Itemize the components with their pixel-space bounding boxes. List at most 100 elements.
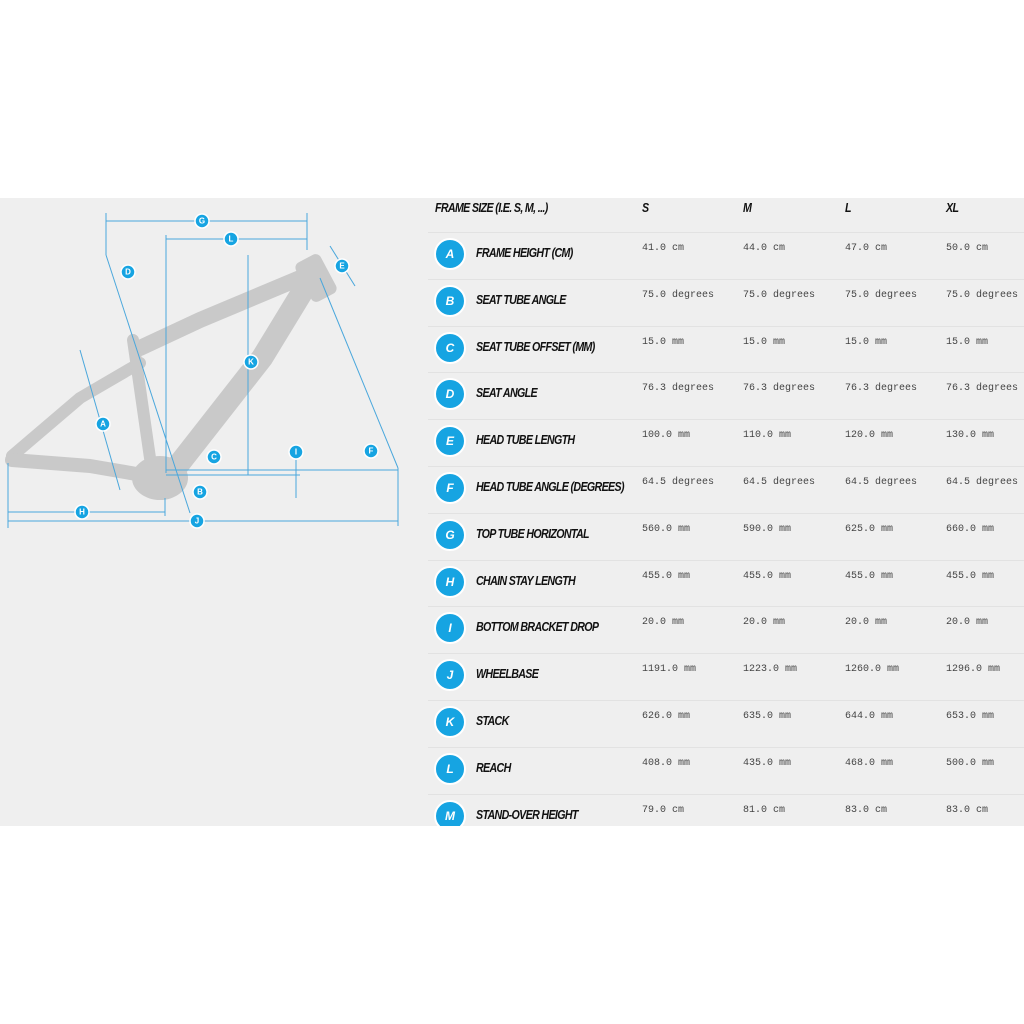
table-row: B SEAT TUBE ANGLE 75.0 degrees 75.0 degrees…	[428, 278, 1024, 326]
diagram-label: D	[125, 268, 131, 277]
label-badge	[120, 264, 136, 280]
table-row: G TOP TUBE HORIZONTAL 560.0 mm 590.0 mm 625.…	[428, 512, 1024, 560]
row-value: 660.0 mm	[946, 523, 995, 535]
size-header: XL	[946, 200, 959, 215]
row-value: 75.0 degrees	[845, 289, 918, 301]
row-value: 1296.0 mm	[946, 664, 1001, 676]
row-badge: C	[434, 331, 466, 364]
row-value: 626.0 mm	[642, 711, 691, 722]
row-value: 590.0 mm	[743, 523, 792, 535]
row-badge: I	[434, 612, 466, 645]
row-badge: L	[434, 752, 466, 785]
row-value: 64.5 degrees	[743, 477, 816, 488]
size-header: M	[743, 200, 752, 215]
row-label: STAND-OVER HEIGHT	[476, 806, 578, 822]
row-value: 1191.0 mm	[642, 664, 697, 676]
row-value: 455.0 mm	[743, 570, 792, 582]
label-badge	[206, 449, 222, 465]
row-value: 15.0 mm	[946, 336, 989, 348]
row-label: WHEELBASE	[476, 666, 539, 682]
row-value: 20.0 mm	[743, 617, 786, 629]
label-badge	[243, 354, 259, 370]
table-row: C SEAT TUBE OFFSET (MM) 15.0 mm 15.0 mm 15.0…	[428, 325, 1024, 373]
row-value: 64.5 degrees	[642, 477, 715, 488]
row-label: CHAIN STAY LENGTH	[476, 572, 576, 588]
header-label: FRAME SIZE (I.E. S, M, ...)	[435, 200, 548, 215]
row-value: 130.0 mm	[946, 430, 995, 442]
row-value: 500.0 mm	[946, 757, 995, 769]
row-value: 76.3 degrees	[743, 383, 816, 395]
row-value: 76.3 degrees	[642, 383, 715, 395]
row-label: SEAT TUBE ANGLE	[476, 291, 566, 307]
row-badge: H	[434, 565, 466, 598]
row-value: 44.0 cm	[743, 243, 786, 254]
row-value: 455.0 mm	[642, 570, 691, 582]
label-badge	[95, 416, 111, 432]
row-value: 15.0 mm	[845, 336, 888, 348]
label-badge	[334, 258, 350, 274]
row-value: 653.0 mm	[946, 711, 995, 722]
row-badge: K	[434, 706, 466, 738]
row-value: 20.0 mm	[946, 617, 989, 629]
row-badge: D	[434, 378, 466, 411]
row-label: HEAD TUBE ANGLE (DEGREES)	[476, 479, 625, 494]
row-badge: G	[434, 518, 466, 551]
frame-diagram: G L D E K A I F C B H J	[5, 213, 399, 529]
diagram-label: G	[199, 217, 205, 226]
diagram-label: K	[248, 358, 254, 367]
row-label: TOP TUBE HORIZONTAL	[476, 525, 590, 541]
row-value: 83.0 cm	[946, 804, 989, 816]
row-value: 75.0 degrees	[743, 289, 816, 301]
row-value: 50.0 cm	[946, 243, 989, 254]
row-value: 15.0 mm	[743, 336, 786, 348]
row-badge: E	[434, 425, 466, 458]
label-badge	[192, 484, 208, 500]
row-value: 435.0 mm	[743, 757, 792, 769]
table-row: I BOTTOM BRACKET DROP 20.0 mm 20.0 mm 20.0 m…	[428, 606, 1024, 653]
row-value: 47.0 cm	[845, 243, 888, 254]
row-badge: J	[434, 659, 466, 692]
label-badge	[189, 513, 205, 529]
row-value: 110.0 mm	[743, 430, 792, 442]
row-label: BOTTOM BRACKET DROP	[476, 619, 599, 635]
diagram-label: J	[195, 517, 199, 526]
table-row: D SEAT ANGLE 76.3 degrees 76.3 degrees 76.3 …	[428, 372, 1024, 419]
row-label: FRAME HEIGHT (CM)	[476, 245, 573, 260]
row-value: 83.0 cm	[845, 804, 888, 816]
row-value: 455.0 mm	[845, 570, 894, 582]
row-value: 1260.0 mm	[845, 664, 900, 676]
row-value: 635.0 mm	[743, 711, 792, 722]
table-row: E HEAD TUBE LENGTH 100.0 mm 110.0 mm 120.0 m…	[428, 419, 1024, 466]
table-row: H CHAIN STAY LENGTH 455.0 mm 455.0 mm 455.0 …	[428, 559, 1024, 607]
row-badge: B	[434, 284, 466, 317]
row-label: SEAT TUBE OFFSET (MM)	[476, 338, 595, 354]
row-value: 100.0 mm	[642, 430, 691, 442]
row-label: HEAD TUBE LENGTH	[476, 432, 575, 448]
row-value: 408.0 mm	[642, 757, 691, 769]
table-row: F HEAD TUBE ANGLE (DEGREES) 64.5 degrees 64…	[428, 466, 1024, 513]
row-value: 76.3 degrees	[845, 383, 918, 395]
row-value: 625.0 mm	[845, 523, 894, 535]
row-value: 120.0 mm	[845, 430, 894, 442]
diagram-label: A	[100, 420, 106, 429]
row-value: 644.0 mm	[845, 711, 894, 722]
row-label: REACH	[476, 759, 511, 775]
label-badge	[363, 443, 379, 459]
diagram-label: L	[229, 235, 234, 244]
row-badge: M	[434, 799, 466, 826]
row-value: 20.0 mm	[642, 617, 685, 629]
diagram-label: F	[369, 447, 374, 456]
table-row: L REACH 408.0 mm 435.0 mm 468.0 mm 500.0 mm	[428, 746, 1024, 794]
row-badge: F	[434, 472, 466, 504]
table-row: A FRAME HEIGHT (CM) 41.0 cm 44.0 cm 47.0 cm 5…	[428, 232, 1024, 279]
label-badge	[194, 213, 210, 229]
label-badge	[223, 231, 239, 247]
diagram-label: B	[197, 488, 203, 497]
row-value: 64.5 degrees	[845, 477, 918, 488]
row-value: 15.0 mm	[642, 336, 685, 348]
label-badge	[288, 444, 304, 460]
row-value: 468.0 mm	[845, 757, 894, 769]
row-value: 64.5 degrees	[946, 477, 1019, 488]
diagram-label: I	[295, 448, 297, 457]
